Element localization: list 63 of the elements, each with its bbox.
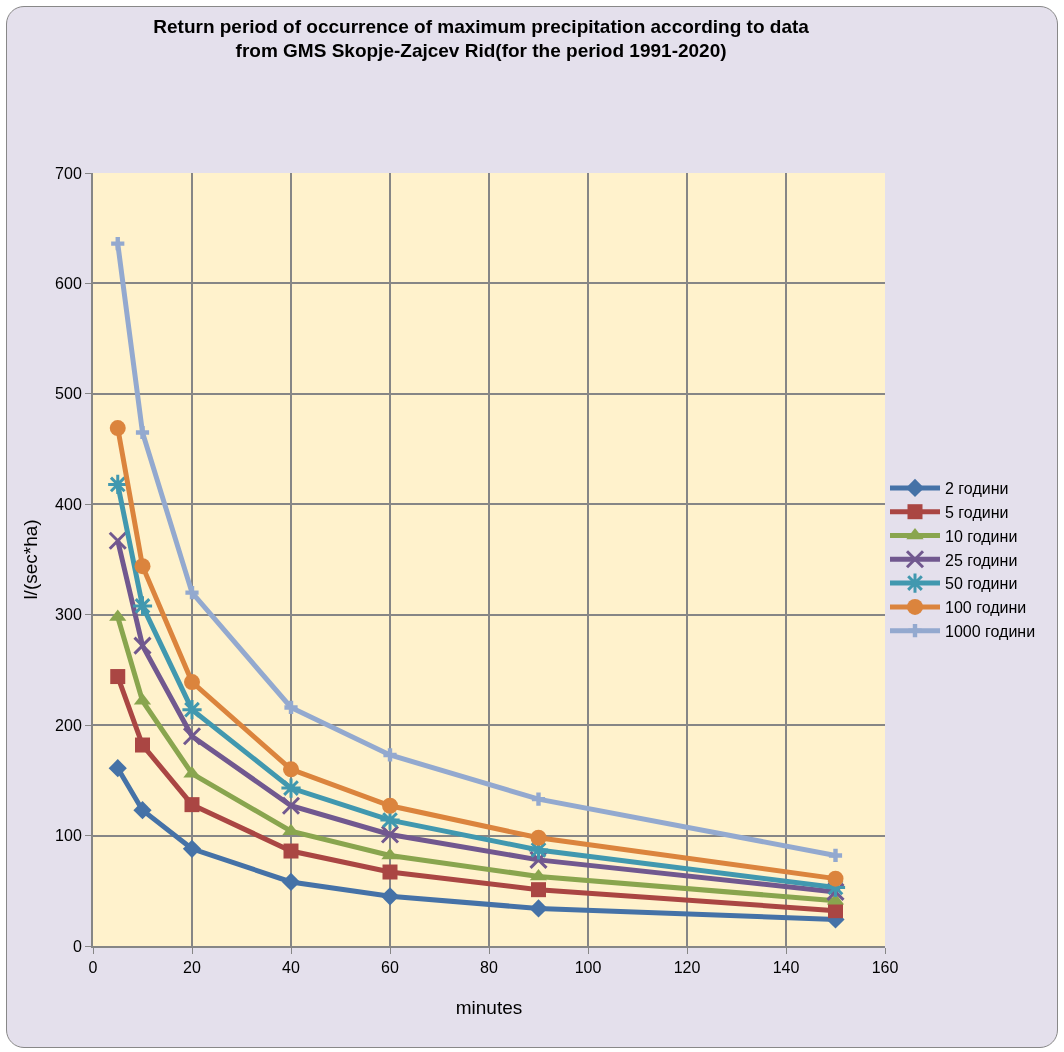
y-tick-label: 200	[55, 716, 82, 734]
point	[531, 882, 546, 898]
point	[131, 594, 154, 617]
point	[529, 899, 548, 918]
point	[134, 558, 151, 575]
legend-label: 5 години	[945, 503, 1009, 521]
x-tick-label: 100	[574, 959, 602, 977]
y-tick-label: 400	[55, 495, 82, 513]
point	[184, 797, 200, 813]
point	[827, 870, 844, 887]
point	[281, 796, 301, 816]
legend-label: 2 години	[945, 480, 1009, 498]
point	[828, 903, 843, 919]
legend-label: 10 години	[945, 527, 1018, 545]
point	[135, 425, 150, 440]
point	[383, 748, 397, 762]
point	[108, 531, 128, 551]
y-tick-label: 100	[55, 827, 82, 845]
x-tick-label: 20	[183, 959, 201, 977]
point	[133, 636, 152, 656]
legend-label: 100 години	[945, 599, 1027, 617]
y-tick-label: 0	[72, 937, 82, 955]
x-tick-label: 40	[282, 959, 300, 977]
y-tick-label: 700	[55, 164, 82, 182]
x-axis-title: minutes	[455, 997, 523, 1018]
point	[279, 776, 303, 800]
point	[378, 809, 402, 832]
x-tick-label: 140	[772, 959, 800, 977]
x-tick-label: 60	[381, 959, 399, 977]
point	[531, 792, 546, 806]
point	[380, 887, 400, 906]
point	[382, 797, 398, 814]
point	[185, 586, 199, 600]
point	[182, 726, 202, 746]
y-axis-title: l/(sec*ha)	[20, 519, 42, 600]
point	[109, 420, 126, 437]
point	[110, 669, 126, 685]
point	[283, 761, 299, 778]
legend-label: 50 години	[945, 575, 1018, 593]
point	[180, 698, 204, 721]
point	[381, 847, 399, 860]
point	[108, 759, 127, 778]
point	[382, 864, 398, 880]
point	[281, 872, 301, 892]
point	[283, 843, 299, 859]
legend-label: 25 години	[945, 551, 1018, 569]
point	[284, 700, 298, 715]
point	[184, 674, 200, 691]
point	[133, 801, 152, 820]
x-tick-label: 80	[480, 959, 498, 977]
x-tick-label: 0	[88, 959, 98, 977]
point	[182, 839, 202, 858]
point	[828, 848, 843, 863]
x-tick-label: 160	[871, 959, 899, 977]
chart-title: Return period of occurrence of maximum precipitation according to data from GMS Skopje-Zajcev Rid(for the period 1991-2020)	[153, 15, 810, 62]
legend-label: 1000 години	[945, 622, 1036, 640]
point	[530, 829, 547, 846]
y-tick-label: 500	[55, 385, 82, 403]
y-tick-label: 600	[55, 275, 82, 293]
point	[135, 737, 150, 753]
y-tick-label: 300	[55, 606, 82, 624]
x-tick-label: 120	[673, 959, 701, 977]
point	[111, 237, 125, 251]
